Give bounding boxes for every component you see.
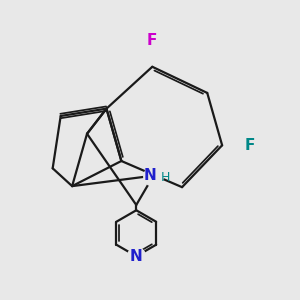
Text: N: N [130,249,142,264]
Text: H: H [161,171,170,184]
Text: N: N [143,168,156,183]
Text: F: F [147,33,158,48]
Text: F: F [244,138,255,153]
